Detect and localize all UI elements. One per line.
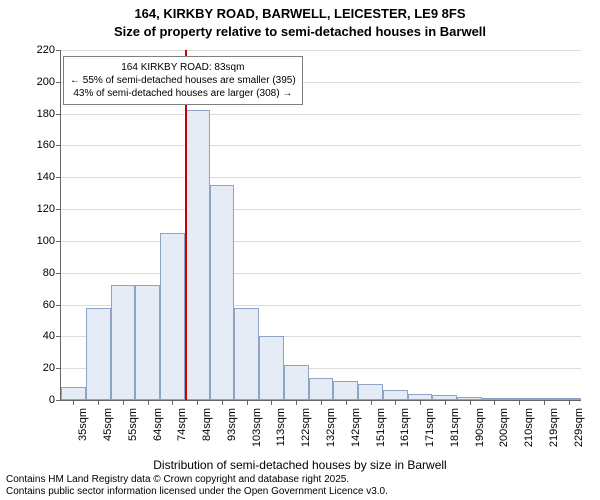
x-tick-label: 171sqm (424, 408, 436, 447)
annotation-line3: 43% of semi-detached houses are larger (… (70, 87, 296, 100)
x-tick (470, 400, 471, 405)
histogram-bar (160, 233, 185, 400)
histogram-bar (284, 365, 309, 400)
y-tick (56, 241, 61, 242)
y-tick (56, 50, 61, 51)
y-tick (56, 82, 61, 83)
x-tick (569, 400, 570, 405)
gridline-h (61, 145, 581, 146)
x-tick-label: 64sqm (152, 408, 164, 441)
x-tick-label: 55sqm (127, 408, 139, 441)
histogram-bar (259, 336, 284, 400)
footer-line1: Contains HM Land Registry data © Crown c… (6, 474, 388, 486)
x-tick (148, 400, 149, 405)
x-axis-label: Distribution of semi-detached houses by … (0, 458, 600, 472)
x-tick-label: 113sqm (275, 408, 287, 446)
y-tick (56, 336, 61, 337)
x-tick-label: 200sqm (498, 408, 510, 447)
histogram-bar (383, 390, 408, 400)
y-tick-label: 100 (15, 235, 55, 247)
x-tick-label: 74sqm (176, 408, 188, 441)
x-tick (123, 400, 124, 405)
x-tick-label: 45sqm (102, 408, 114, 441)
x-tick (321, 400, 322, 405)
x-tick-label: 132sqm (325, 408, 337, 447)
x-tick (420, 400, 421, 405)
x-tick-label: 151sqm (375, 408, 387, 447)
histogram-bar (135, 285, 160, 400)
y-tick (56, 305, 61, 306)
plot-area: 02040608010012014016018020022035sqm45sqm… (60, 50, 581, 401)
x-tick-label: 122sqm (300, 408, 312, 447)
y-tick-label: 40 (15, 330, 55, 342)
x-tick (222, 400, 223, 405)
x-tick-label: 93sqm (226, 408, 238, 441)
x-tick (247, 400, 248, 405)
x-tick-label: 103sqm (251, 408, 263, 447)
chart-title-line2: Size of property relative to semi-detach… (0, 24, 600, 39)
gridline-h (61, 50, 581, 51)
y-tick-label: 200 (15, 76, 55, 88)
x-tick-label: 229sqm (573, 408, 585, 447)
y-tick (56, 400, 61, 401)
histogram-bar (210, 185, 235, 400)
gridline-h (61, 114, 581, 115)
y-tick-label: 180 (15, 108, 55, 120)
y-tick-label: 220 (15, 44, 55, 56)
y-tick (56, 368, 61, 369)
x-tick (494, 400, 495, 405)
gridline-h (61, 241, 581, 242)
y-tick (56, 209, 61, 210)
x-tick (197, 400, 198, 405)
annotation-line2: ← 55% of semi-detached houses are smalle… (70, 74, 296, 87)
x-tick (395, 400, 396, 405)
x-tick (98, 400, 99, 405)
x-tick (346, 400, 347, 405)
y-tick (56, 177, 61, 178)
x-tick (371, 400, 372, 405)
footer-attribution: Contains HM Land Registry data © Crown c… (6, 474, 388, 498)
x-tick-label: 219sqm (548, 408, 560, 447)
chart-container: 164, KIRKBY ROAD, BARWELL, LEICESTER, LE… (0, 0, 600, 500)
x-tick-label: 181sqm (449, 408, 461, 447)
x-tick (271, 400, 272, 405)
y-tick-label: 120 (15, 203, 55, 215)
histogram-bar (309, 378, 334, 400)
histogram-bar (358, 384, 383, 400)
annotation-line1: 164 KIRKBY ROAD: 83sqm (70, 61, 296, 74)
x-tick-label: 84sqm (201, 408, 213, 441)
y-tick-label: 0 (15, 394, 55, 406)
annotation-box: 164 KIRKBY ROAD: 83sqm← 55% of semi-deta… (63, 56, 303, 105)
histogram-bar (111, 285, 136, 400)
histogram-bar (234, 308, 259, 400)
histogram-bar (61, 387, 86, 400)
histogram-bar (185, 110, 210, 400)
footer-line2: Contains public sector information licen… (6, 486, 388, 498)
x-tick (172, 400, 173, 405)
x-tick (445, 400, 446, 405)
histogram-bar (333, 381, 358, 400)
y-tick-label: 160 (15, 139, 55, 151)
y-tick (56, 145, 61, 146)
y-tick (56, 114, 61, 115)
x-tick (296, 400, 297, 405)
x-tick-label: 190sqm (474, 408, 486, 447)
x-tick (544, 400, 545, 405)
gridline-h (61, 177, 581, 178)
gridline-h (61, 209, 581, 210)
x-tick-label: 210sqm (523, 408, 535, 447)
y-tick-label: 60 (15, 299, 55, 311)
x-tick (519, 400, 520, 405)
y-tick-label: 80 (15, 267, 55, 279)
x-tick-label: 35sqm (77, 408, 89, 441)
x-tick-label: 161sqm (399, 408, 411, 447)
histogram-bar (86, 308, 111, 400)
x-tick (73, 400, 74, 405)
gridline-h (61, 273, 581, 274)
chart-title-line1: 164, KIRKBY ROAD, BARWELL, LEICESTER, LE… (0, 6, 600, 21)
y-tick (56, 273, 61, 274)
y-tick-label: 20 (15, 362, 55, 374)
x-tick-label: 142sqm (350, 408, 362, 447)
y-tick-label: 140 (15, 171, 55, 183)
